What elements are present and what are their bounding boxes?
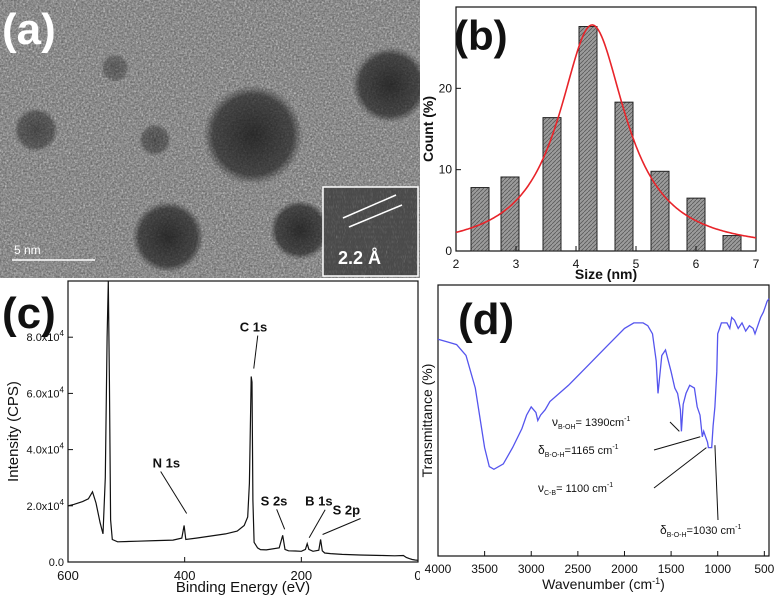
band-arrow: [653, 436, 701, 451]
panel-label-c: (c): [2, 289, 56, 338]
scale-bar-label: 5 nm: [14, 243, 41, 257]
ftir-spectrum: (d) 4000 3500 3000 2500 2000 1500 1000 500 Waven…: [419, 284, 775, 592]
x-tick-label: 4000: [425, 562, 452, 576]
histogram-bar: [578, 26, 598, 252]
x-tick-label: 4: [573, 257, 580, 271]
peak-label: B 1s: [305, 494, 332, 509]
x-tick-label: 200: [290, 568, 312, 583]
y-tick-label: 6.0x104: [27, 385, 65, 400]
peak-label: N 1s: [153, 455, 180, 470]
x-tick-label: 2: [453, 257, 460, 271]
nanoparticle: [139, 124, 171, 156]
y-axis-label: Transmittance (%): [420, 364, 435, 478]
ftir-spectrum-line: [437, 298, 770, 471]
plot-frame: [437, 284, 770, 557]
x-tick-label: 5: [633, 257, 640, 271]
peak-arrow: [160, 471, 188, 514]
band-arrow: [714, 445, 719, 521]
peak-arrow: [276, 509, 286, 530]
x-tick-label: 3500: [471, 562, 498, 576]
x-tick-label: 1500: [658, 562, 685, 576]
y-tick-label: 0.0: [49, 557, 64, 569]
x-axis-label: Wavenumber (cm-1): [542, 576, 665, 592]
plot-frame: [455, 6, 757, 252]
y-axis-label: Intensity (CPS): [5, 381, 22, 482]
x-tick-label: 400: [174, 568, 196, 583]
histogram-bar: [542, 117, 562, 252]
tem-image: 2.2 Å 5 nm (a): [0, 0, 428, 278]
panel-label-d: (d): [458, 295, 514, 344]
xps-survey-line: [67, 280, 419, 561]
hrtem-inset: [322, 186, 419, 277]
x-tick-label: 7: [753, 257, 760, 271]
plot-frame: [67, 280, 419, 563]
band-arrow: [669, 421, 680, 432]
y-axis-label: Count (%): [420, 96, 436, 162]
y-tick-label: 20: [439, 81, 453, 95]
panel-label-b: (b): [454, 12, 508, 59]
x-tick-label: 500: [754, 562, 774, 576]
band-label: δB-O-H=1030 cm-1: [660, 523, 741, 539]
peak-label: C 1s: [240, 320, 267, 335]
peak-arrow: [308, 509, 326, 538]
lattice-spacing-label: 2.2 Å: [338, 248, 381, 268]
panel-c: (c) 600 400 200 0 0.0 2.0x104 4.0x104 6.0x104 8.…: [0, 250, 422, 602]
band-label: δB-O-H=1165 cm-1: [538, 443, 619, 459]
y-tick-label: 8.0x104: [27, 329, 65, 344]
band-label: νB-OH= 1390cm-1: [552, 415, 630, 431]
x-tick-label: 3: [513, 257, 520, 271]
panel-d: (d) 4000 3500 3000 2500 2000 1500 1000 500 Waven…: [419, 278, 775, 602]
x-tick-label: 3000: [518, 562, 545, 576]
x-axis-label: Size (nm): [575, 266, 637, 282]
x-tick-label: 2500: [565, 562, 592, 576]
xps-spectrum: (c) 600 400 200 0 0.0 2.0x104 4.0x104 6.0x104 8.…: [2, 250, 422, 596]
peak-label: S 2p: [333, 503, 361, 518]
panel-b: (b) 2 3 4 5 6 7 0 10 20 Size (nm) Count (%): [420, 0, 775, 290]
band-label: νC-B= 1100 cm-1: [538, 481, 613, 497]
x-tick-label: 0: [414, 568, 420, 583]
histogram-bar: [614, 101, 634, 252]
histogram-bar: [722, 235, 742, 252]
histogram-bar: [650, 170, 670, 252]
x-tick-label: 600: [57, 568, 79, 583]
panel-a: 2.2 Å 5 nm (a): [0, 0, 428, 278]
x-tick-label: 2000: [611, 562, 638, 576]
y-tick-label: 2.0x104: [27, 498, 65, 513]
x-tick-label: 1000: [704, 562, 731, 576]
nanoparticle: [270, 200, 330, 260]
lorentzian-fit-curve: [455, 24, 757, 239]
nanoparticle: [203, 85, 303, 185]
nanoparticle: [14, 108, 58, 152]
nanoparticle: [132, 201, 204, 273]
histogram-bar: [500, 176, 520, 252]
y-tick-label: 0: [445, 244, 452, 258]
nanoparticle: [352, 47, 428, 123]
histogram-bar: [470, 187, 490, 252]
size-histogram: (b) 2 3 4 5 6 7 0 10 20 Size (nm) Count (%): [420, 6, 760, 282]
peak-arrow: [322, 518, 361, 535]
x-tick-label: 6: [693, 257, 700, 271]
nanoparticle: [101, 54, 129, 82]
band-arrow: [653, 447, 707, 489]
peak-arrow: [253, 335, 259, 369]
y-tick-label: 10: [439, 163, 453, 177]
x-axis-label: Binding Energy (eV): [176, 579, 310, 596]
peak-label: S 2s: [261, 493, 288, 508]
y-tick-label: 4.0x104: [27, 442, 65, 457]
panel-label-a: (a): [2, 5, 56, 54]
